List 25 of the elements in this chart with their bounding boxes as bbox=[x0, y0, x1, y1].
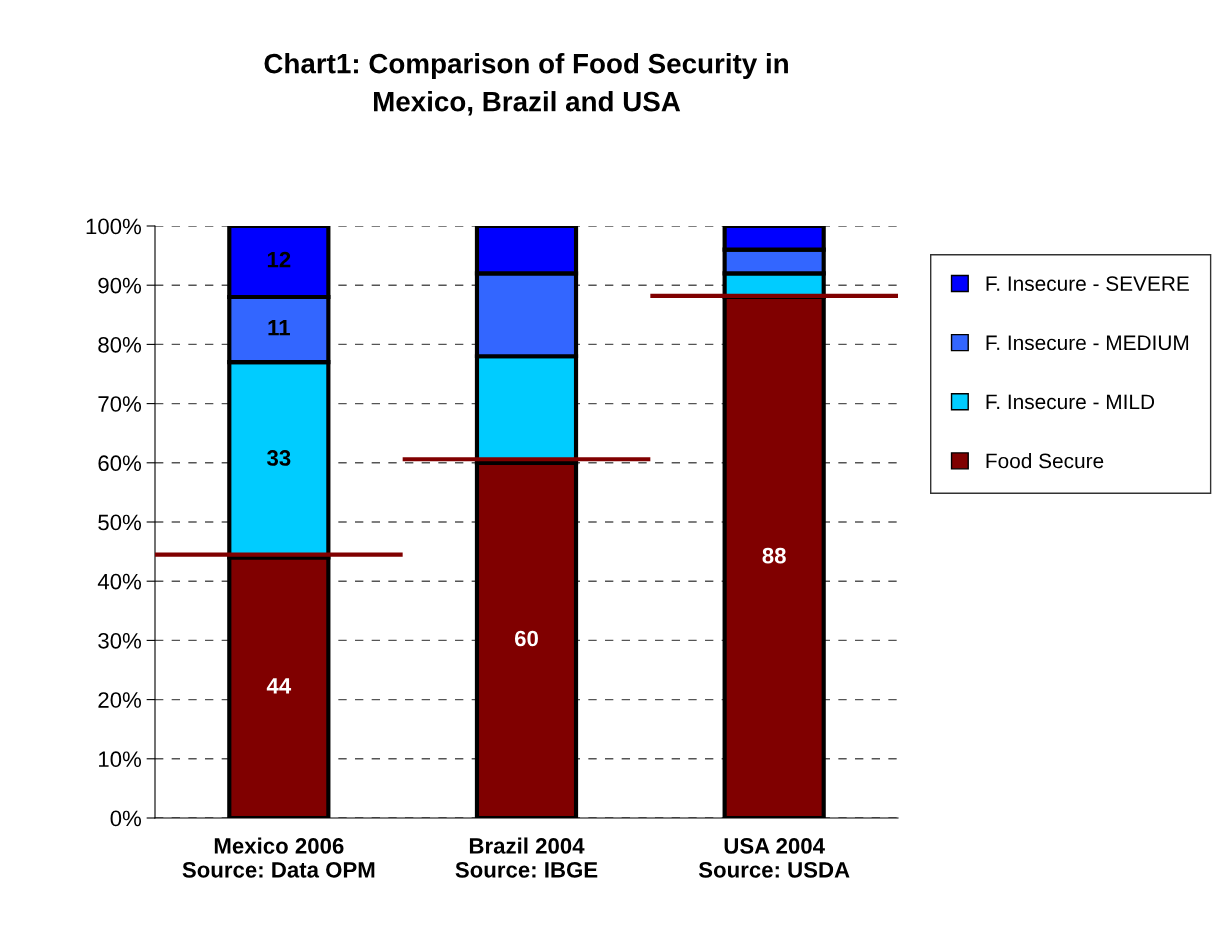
legend-label: F. Insecure - MEDIUM bbox=[986, 335, 1189, 351]
x-tick-label: USA 2004 Source: USDA bbox=[698, 838, 850, 878]
data-label: 11 bbox=[268, 320, 290, 336]
y-tick-label: 30% bbox=[98, 632, 142, 649]
x-tick-label: Brazil 2004 Source: IBGE bbox=[455, 837, 598, 878]
y-tick-label: 90% bbox=[98, 277, 142, 294]
legend-label: F. Insecure - SEVERE bbox=[986, 276, 1189, 291]
y-tick-label: 80% bbox=[98, 336, 142, 353]
y-tick-label: 40% bbox=[97, 573, 142, 590]
data-label: 60 bbox=[514, 630, 538, 647]
y-tick-label: 70% bbox=[98, 396, 142, 412]
y-tick-label: 60% bbox=[98, 455, 142, 472]
y-tick-label: 50% bbox=[98, 514, 142, 531]
y-tick-label: 20% bbox=[98, 692, 142, 708]
data-label: 44 bbox=[266, 678, 292, 694]
chart-title: Chart1: Comparison of Food Security in Mexico, Brazil and USA bbox=[264, 53, 788, 116]
legend-label: F. Insecure - MILD bbox=[986, 394, 1155, 410]
data-label: 12 bbox=[267, 251, 291, 268]
data-label: 33 bbox=[266, 450, 291, 466]
y-tick-label: 0% bbox=[110, 810, 142, 827]
legend-label: Food Secure bbox=[986, 453, 1104, 469]
data-label: 88 bbox=[762, 547, 786, 564]
y-tick-label: 100% bbox=[86, 218, 142, 235]
x-tick-label: Mexico 2006 Source: Data OPM bbox=[182, 837, 375, 878]
y-tick-label: 10% bbox=[99, 751, 142, 768]
